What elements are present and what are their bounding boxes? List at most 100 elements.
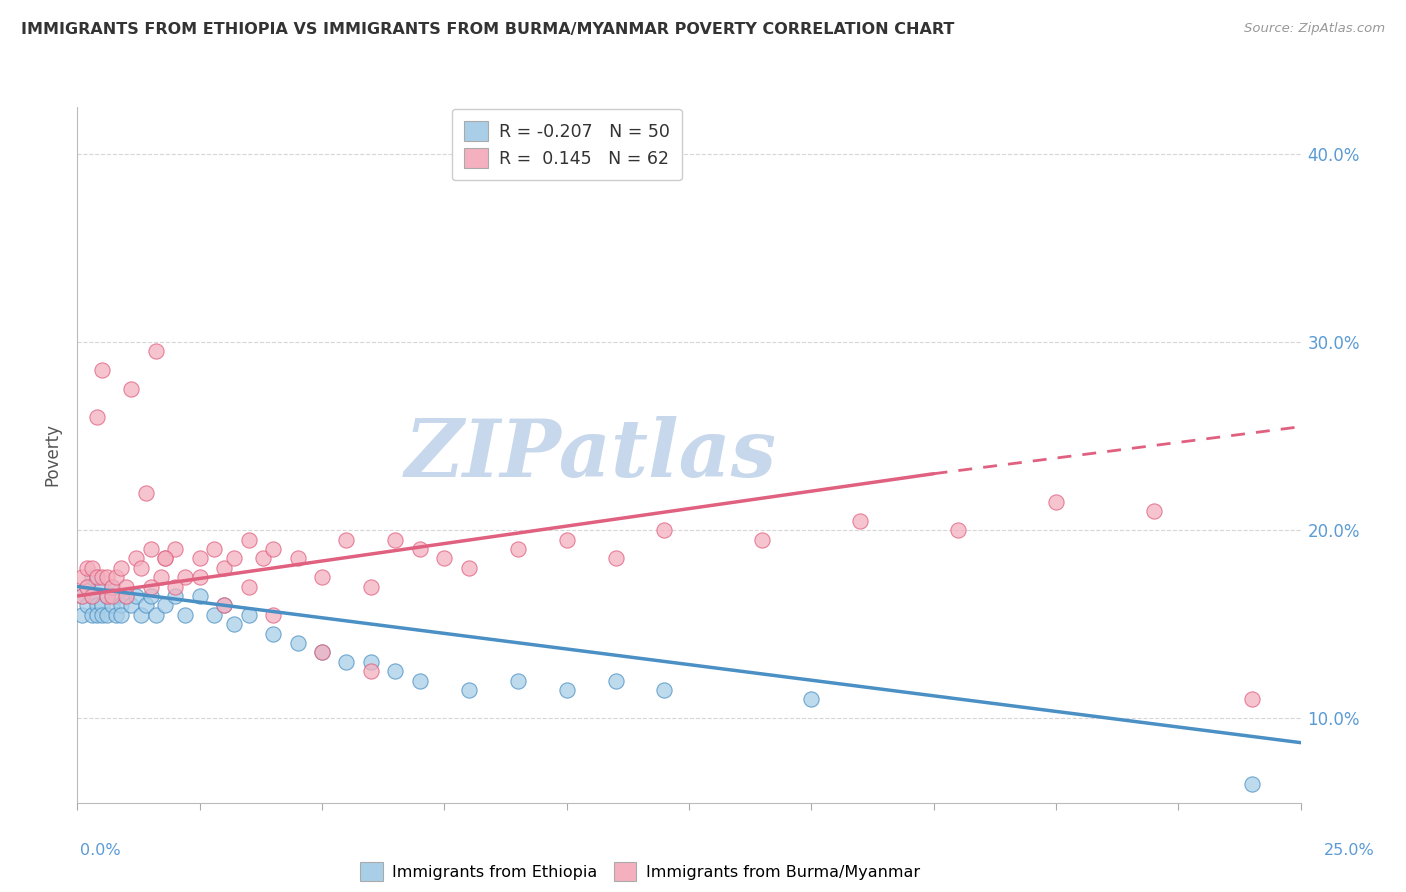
Point [457,683,479,698]
Point [311,645,333,659]
Point [115,589,138,603]
Point [80,560,103,574]
Point [155,599,177,613]
Point [105,570,128,584]
Point [800,692,823,706]
Point [149,570,172,584]
Point [110,599,132,613]
Text: 25.0%: 25.0% [1324,843,1375,858]
Point [70,589,93,603]
Point [262,607,284,622]
Point [1143,504,1166,518]
Point [100,589,122,603]
Point [360,580,382,594]
Point [506,673,529,688]
Point [409,541,432,556]
Point [335,533,357,547]
Point [100,580,122,594]
Text: ZIPatlas: ZIPatlas [405,417,778,493]
Point [849,514,872,528]
Point [110,560,132,574]
Point [96,570,118,584]
Point [165,589,187,603]
Point [212,599,235,613]
Point [76,580,98,594]
Point [188,570,211,584]
Point [139,541,162,556]
Point [311,570,333,584]
Point [654,683,676,698]
Point [86,599,108,613]
Point [555,683,578,698]
Point [120,599,142,613]
Point [105,589,128,603]
Point [86,570,108,584]
Point [76,580,98,594]
Text: 0.0%: 0.0% [80,843,121,858]
Point [433,551,456,566]
Point [76,560,98,574]
Point [105,607,128,622]
Point [238,580,260,594]
Point [80,589,103,603]
Point [165,541,187,556]
Text: Source: ZipAtlas.com: Source: ZipAtlas.com [1244,22,1385,36]
Point [238,607,260,622]
Point [335,655,357,669]
Point [80,589,103,603]
Point [80,570,103,584]
Point [135,599,157,613]
Point [751,533,773,547]
Point [110,607,132,622]
Point [946,523,969,537]
Point [222,551,245,566]
Point [70,607,93,622]
Point [115,589,138,603]
Point [100,599,122,613]
Point [86,410,108,425]
Point [125,551,148,566]
Point [287,551,309,566]
Point [287,636,309,650]
Point [129,560,152,574]
Point [1240,692,1263,706]
Point [311,645,333,659]
Point [96,589,118,603]
Point [129,607,152,622]
Point [212,560,235,574]
Point [238,533,260,547]
Point [174,570,197,584]
Point [262,541,284,556]
Point [86,570,108,584]
Point [70,570,93,584]
Point [188,551,211,566]
Y-axis label: Poverty: Poverty [44,424,62,486]
Point [555,533,578,547]
Point [409,673,432,688]
Point [605,551,627,566]
Point [1045,495,1067,509]
Point [1240,777,1263,791]
Legend: Immigrants from Ethiopia, Immigrants from Burma/Myanmar: Immigrants from Ethiopia, Immigrants fro… [353,855,928,888]
Point [262,626,284,640]
Point [90,363,112,377]
Point [90,580,112,594]
Point [506,541,529,556]
Point [139,580,162,594]
Point [654,523,676,537]
Point [96,607,118,622]
Point [457,560,479,574]
Point [70,589,93,603]
Point [360,664,382,678]
Point [120,382,142,396]
Point [384,533,406,547]
Point [86,607,108,622]
Point [90,607,112,622]
Point [202,541,225,556]
Point [222,617,245,632]
Text: IMMIGRANTS FROM ETHIOPIA VS IMMIGRANTS FROM BURMA/MYANMAR POVERTY CORRELATION CH: IMMIGRANTS FROM ETHIOPIA VS IMMIGRANTS F… [21,22,955,37]
Point [174,607,197,622]
Point [145,344,167,359]
Point [155,551,177,566]
Point [135,485,157,500]
